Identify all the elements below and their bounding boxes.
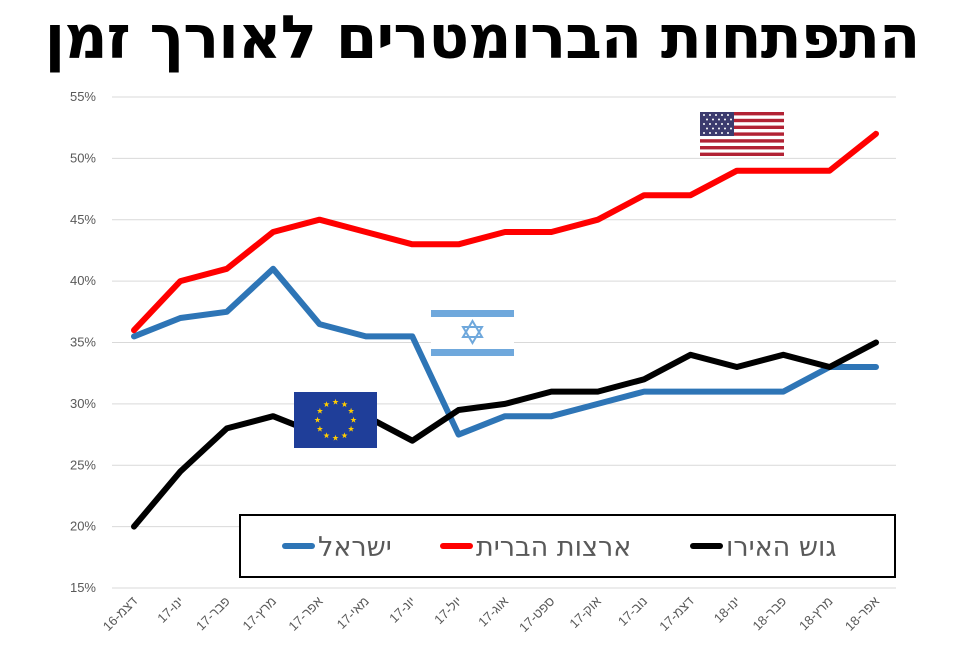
y-tick-label: 50%: [70, 150, 96, 165]
y-tick-label: 40%: [70, 273, 96, 288]
us-flag-icon: [700, 112, 784, 156]
x-tick-label: נוב-17: [615, 594, 650, 629]
eu-star-icon: [341, 401, 348, 407]
x-tick-label: אוג-17: [475, 594, 511, 630]
series-lines: [131, 130, 879, 530]
eu-star-icon: [323, 401, 330, 407]
legend-label-israel: ישראל: [318, 532, 392, 563]
y-tick-label: 55%: [70, 89, 96, 104]
eu-star-icon: [348, 425, 355, 432]
y-tick-label: 15%: [70, 580, 96, 595]
x-tick-label: יול-17: [431, 594, 465, 628]
eu-star-icon: [323, 432, 330, 439]
eu-star-icon: [348, 407, 355, 414]
eu-star-icon: [350, 416, 357, 423]
series-line-0: [131, 265, 879, 438]
x-tick-label: דצמ-17: [656, 594, 696, 634]
x-tick-label: פבר-17: [193, 593, 233, 633]
x-tick-label: אפר-18: [842, 594, 882, 634]
x-tick-label: אפר-17: [285, 594, 325, 634]
legend: ישראל ארצות הברית גוש האירו: [239, 514, 896, 578]
y-tick-label: 30%: [70, 396, 96, 411]
series-line-2: [131, 339, 879, 530]
y-tick-label: 25%: [70, 457, 96, 472]
y-axis-ticks: 15% 20% 25% 30% 35% 40% 45% 50% 55%: [70, 89, 96, 595]
y-tick-label: 35%: [70, 335, 96, 350]
legend-label-us: ארצות הברית: [476, 532, 631, 563]
x-tick-label: ספט-17: [516, 594, 557, 635]
eu-star-icon: [314, 416, 321, 423]
eu-star-icon: [316, 425, 323, 432]
x-tick-label: מרץ-18: [796, 594, 836, 634]
y-tick-label: 45%: [70, 212, 96, 227]
x-tick-label: פבר-18: [749, 593, 789, 633]
eu-flag-icon: [294, 392, 377, 448]
eu-star-icon: [341, 432, 348, 439]
x-tick-label: מרץ-17: [239, 594, 279, 634]
eu-star-icon: [332, 434, 339, 441]
chart-title: התפתחות הברומטרים לאורך זמן: [44, 3, 921, 73]
x-tick-label: מאי-17: [334, 594, 372, 632]
legend-label-eurozone: גוש האירו: [726, 532, 837, 563]
x-tick-label: אוק-17: [566, 594, 603, 631]
x-tick-label: ינו-17: [154, 594, 186, 626]
x-tick-label: דצמ-16: [100, 594, 140, 634]
series-line-1: [131, 130, 879, 334]
x-tick-label: ינו-18: [711, 594, 743, 626]
israel-flag-icon: [431, 305, 514, 358]
eu-star-icon: [316, 407, 323, 414]
x-tick-label: יונ-17: [386, 594, 418, 626]
y-tick-label: 20%: [70, 519, 96, 534]
eu-star-icon: [332, 398, 339, 405]
